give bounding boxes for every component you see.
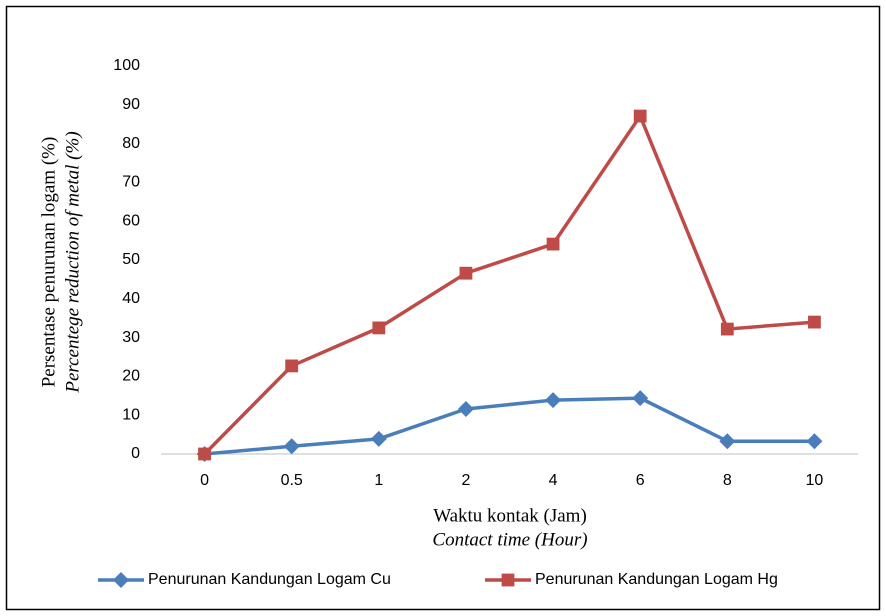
y-axis-title: Percentege reduction of metal (%) — [62, 131, 83, 393]
data-point — [457, 400, 474, 417]
data-point — [632, 390, 649, 407]
data-point — [372, 321, 386, 335]
data-point — [370, 430, 387, 447]
y-tick-label: 100 — [113, 57, 140, 74]
x-axis-title: Waktu kontak (Jam) — [433, 505, 587, 526]
y-tick-label: 50 — [122, 251, 140, 268]
legend-label: Penurunan Kandungan Logam Cu — [148, 571, 391, 588]
y-axis-title: Persentase penurunan logam (%) — [38, 137, 59, 388]
x-tick-label: 0.5 — [281, 472, 303, 489]
data-point — [285, 359, 299, 373]
y-tick-label: 10 — [122, 406, 140, 423]
x-tick-label: 0 — [200, 472, 209, 489]
chart-frame — [5, 5, 881, 611]
x-tick-label: 8 — [723, 472, 732, 489]
legend-marker — [501, 573, 515, 587]
x-tick-label: 6 — [636, 472, 645, 489]
data-point — [720, 322, 734, 336]
x-tick-label: 2 — [461, 472, 470, 489]
data-line — [204, 396, 815, 456]
y-tick-label: 90 — [122, 96, 140, 113]
data-line — [203, 114, 815, 456]
x-tick-label: 4 — [549, 472, 558, 489]
y-tick-label: 60 — [122, 212, 140, 229]
data-point — [808, 315, 821, 329]
x-axis-title: Contact time (Hour) — [432, 529, 587, 550]
y-tick-label: 70 — [122, 174, 140, 191]
y-tick-label: 20 — [122, 368, 140, 385]
x-tick-label: 10 — [806, 472, 824, 489]
legend-label: Penurunan Kandungan Logam Hg — [535, 571, 778, 588]
x-tick-label: 1 — [374, 472, 383, 489]
legend-marker — [113, 572, 129, 588]
y-tick-label: 0 — [131, 445, 140, 462]
data-point — [806, 433, 823, 450]
data-point — [198, 447, 211, 461]
y-tick-label: 80 — [122, 135, 140, 152]
data-point — [546, 237, 560, 251]
data-point — [459, 266, 473, 280]
data-point — [633, 109, 647, 123]
y-tick-label: 40 — [122, 290, 140, 307]
data-point — [719, 433, 736, 450]
y-tick-label: 30 — [122, 329, 140, 346]
data-point — [283, 438, 300, 455]
data-point — [545, 392, 562, 409]
